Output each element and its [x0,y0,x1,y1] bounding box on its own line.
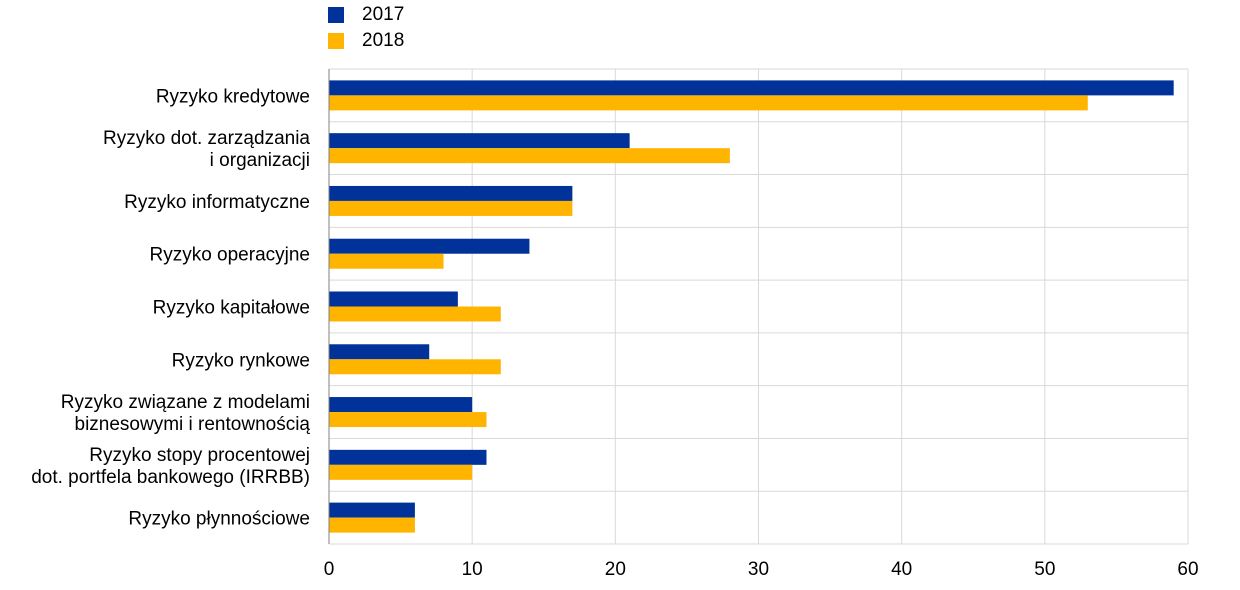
x-tick-label-4: 40 [891,559,912,580]
legend-swatch-2018 [328,33,344,49]
category-label-7-line-1: dot. portfela bankowego (IRRBB) [31,467,310,488]
category-label-8: Ryzyko płynnościowe [128,509,310,530]
legend-label-2017: 2017 [362,4,405,25]
chart-legend: 2017 2018 [328,2,404,54]
category-label-6-line-0: Ryzyko związane z modelami [61,392,310,413]
bar-2017-0 [329,80,1174,96]
x-tick-label-6: 60 [1177,559,1198,580]
category-label-0: Ryzyko kredytowe [156,86,310,107]
bar-2018-7 [329,464,473,480]
bar-2017-8 [329,502,415,518]
bar-2017-7 [329,449,487,465]
x-tick-label-1: 10 [462,559,483,580]
bar-2018-1 [329,148,730,164]
legend-label-2018: 2018 [362,30,405,51]
legend-item-2017: 2017 [328,2,404,28]
bar-2017-1 [329,133,630,149]
category-label-1-line-1: i organizacji [210,150,310,171]
category-label-2: Ryzyko informatyczne [124,192,310,213]
category-label-7-line-0: Ryzyko stopy procentowej [89,445,310,466]
x-tick-label-2: 20 [605,559,626,580]
bar-2018-4 [329,306,501,322]
bar-2018-2 [329,200,573,216]
bar-2017-5 [329,344,430,360]
bar-2018-5 [329,359,501,375]
x-tick-label-5: 50 [1034,559,1055,580]
category-label-5: Ryzyko rynkowe [172,350,310,371]
bar-2018-0 [329,95,1088,111]
x-tick-label-3: 30 [748,559,769,580]
x-tick-label-0: 0 [324,559,335,580]
bar-2018-3 [329,253,444,269]
category-label-3: Ryzyko operacyjne [149,245,310,266]
category-label-1-line-0: Ryzyko dot. zarządzania [103,128,310,149]
bar-2017-6 [329,397,473,413]
legend-item-2018: 2018 [328,28,404,54]
bar-2017-2 [329,185,573,201]
category-label-4: Ryzyko kapitałowe [153,298,310,319]
bar-2018-6 [329,412,487,428]
category-label-6-line-1: biznesowymi i rentownością [75,414,311,435]
bar-2017-3 [329,238,530,254]
bar-2018-8 [329,517,415,533]
legend-swatch-2017 [328,7,344,23]
bar-2017-4 [329,291,458,307]
